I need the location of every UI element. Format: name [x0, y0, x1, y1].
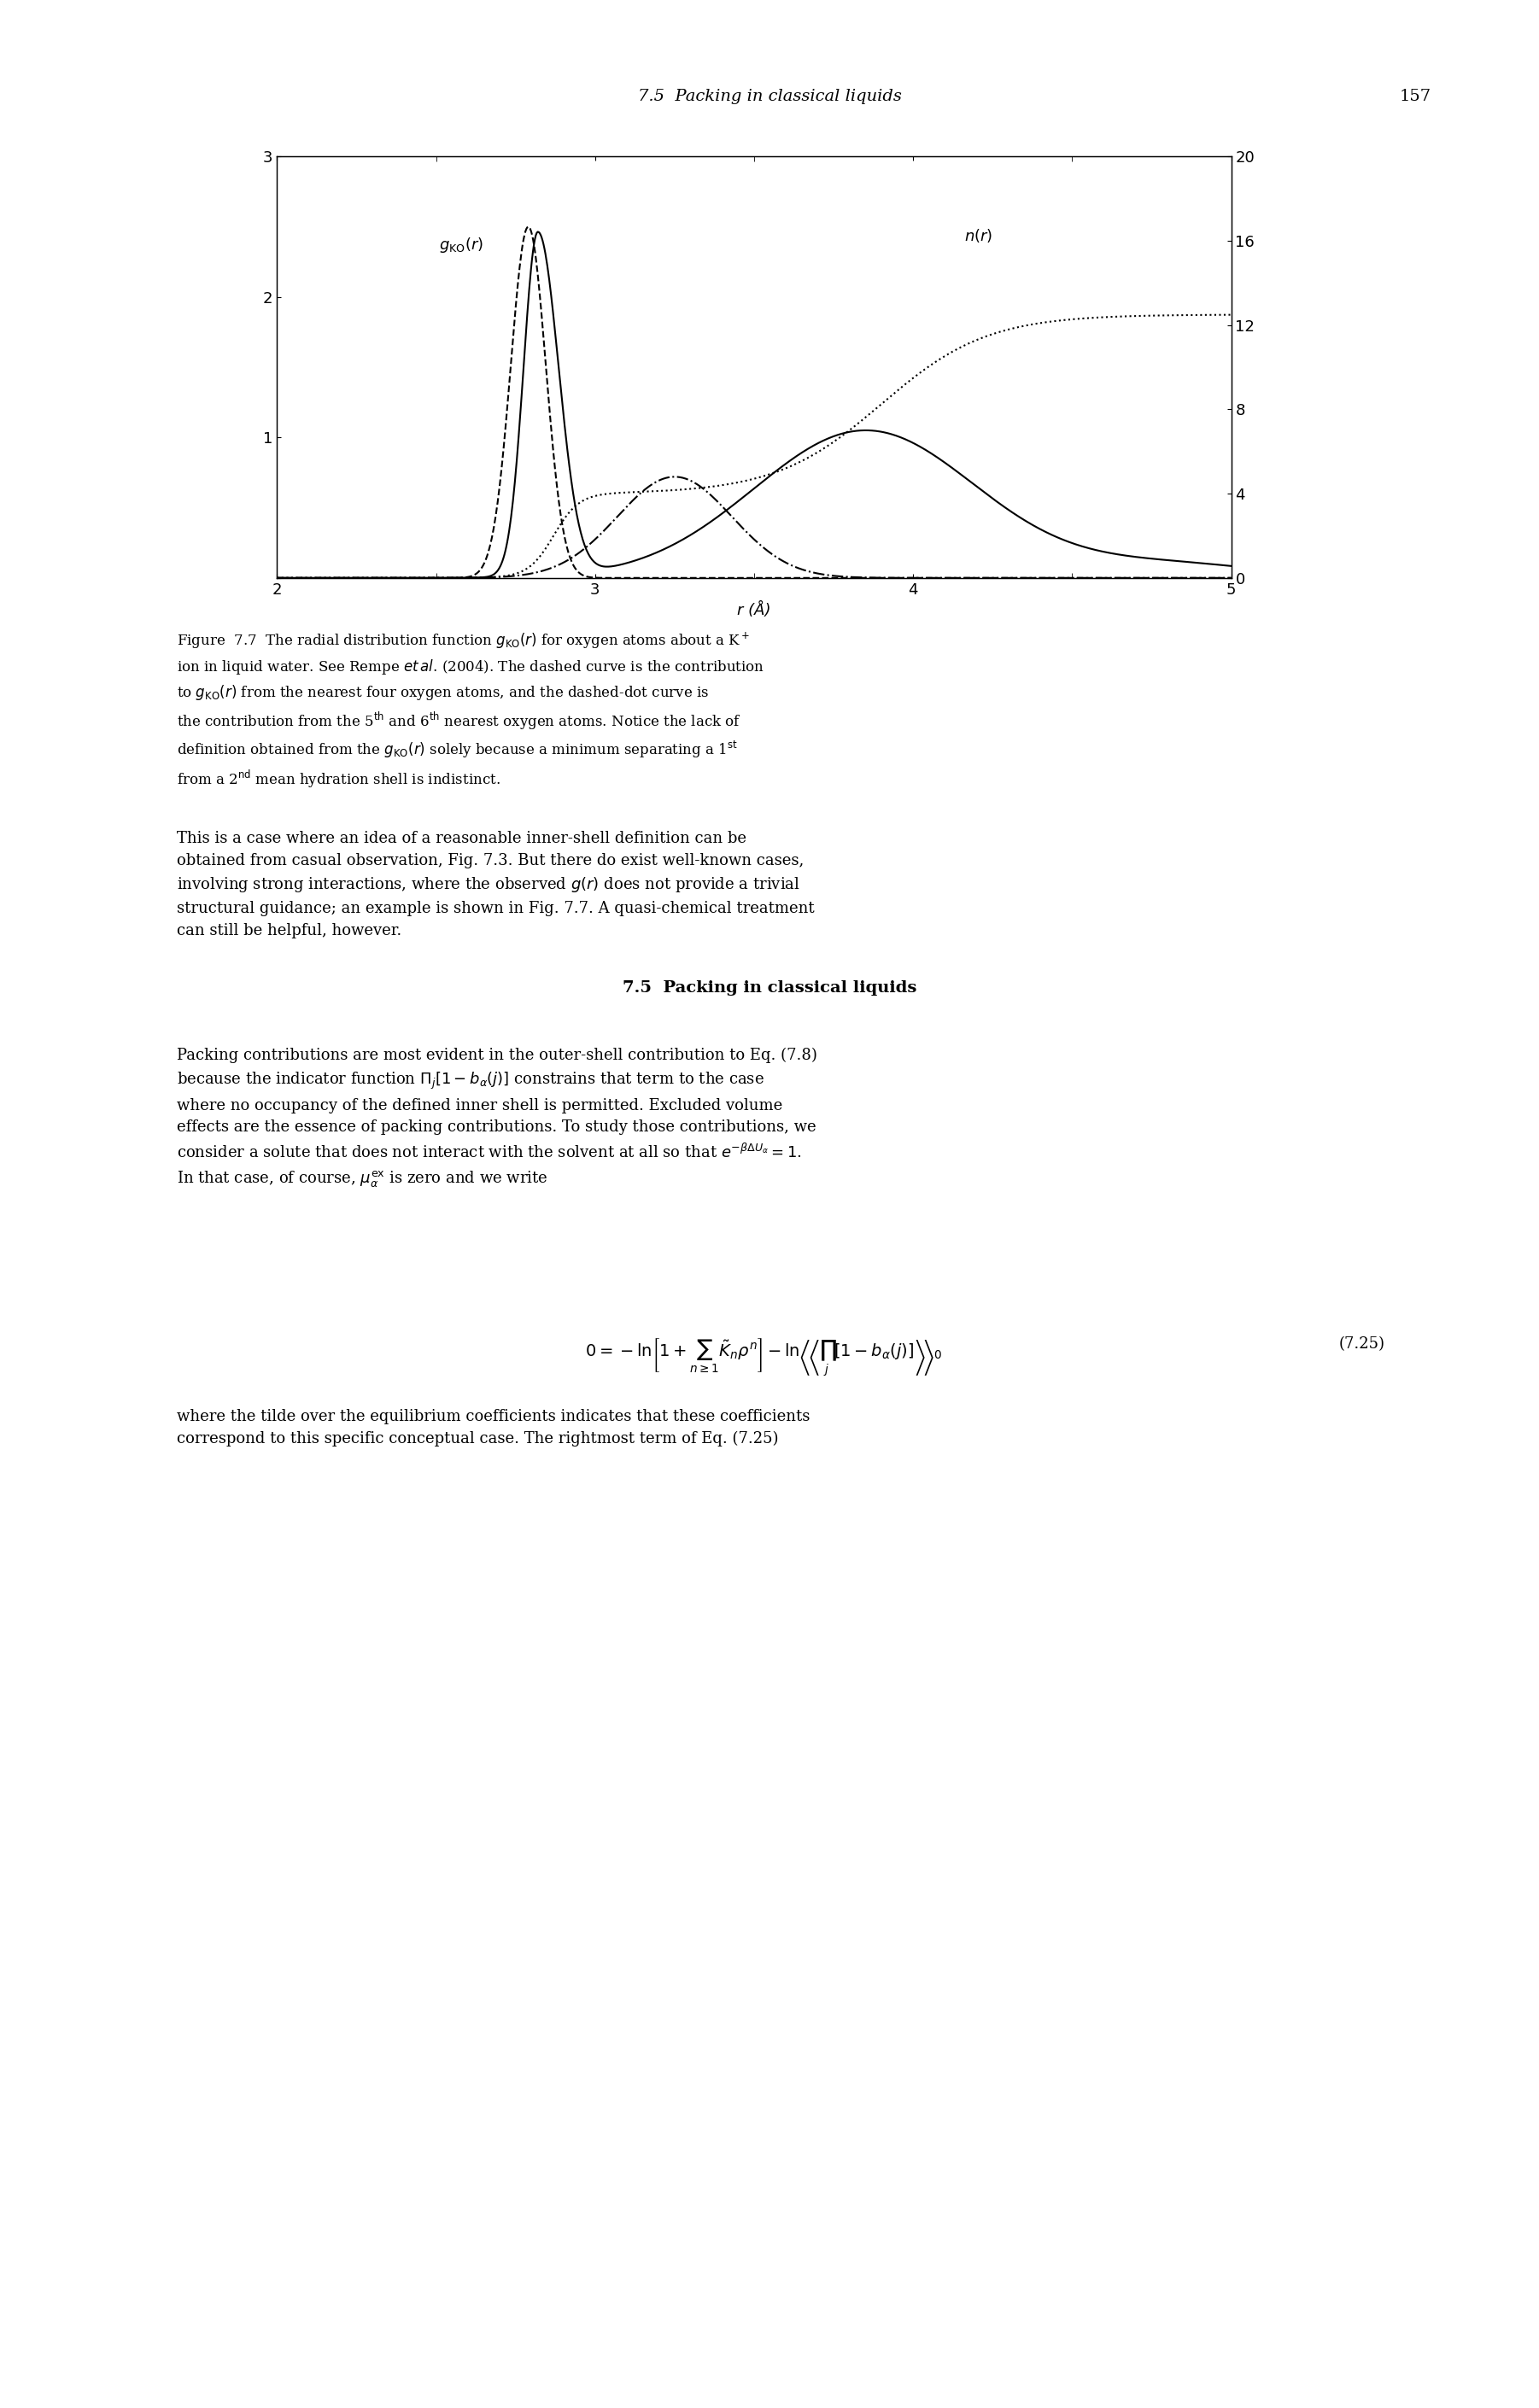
- Text: $0 = -\ln\!\left[1+\sum_{n\geq 1}\tilde{K}_n\rho^n\right] - \ln\!\left\langle\!\: $0 = -\ln\!\left[1+\sum_{n\geq 1}\tilde{…: [585, 1336, 942, 1377]
- Text: $g_{\rm KO}(r)$: $g_{\rm KO}(r)$: [439, 236, 483, 255]
- Text: 157: 157: [1399, 89, 1431, 104]
- Text: (7.25): (7.25): [1339, 1336, 1385, 1351]
- Text: This is a case where an idea of a reasonable inner-shell definition can be
obtai: This is a case where an idea of a reason…: [177, 831, 814, 939]
- Text: Figure  7.7  The radial distribution function $g_{\rm KO}(r)$ for oxygen atoms a: Figure 7.7 The radial distribution funct…: [177, 631, 765, 790]
- X-axis label: r (Å): r (Å): [737, 602, 771, 619]
- Text: $n(r)$: $n(r)$: [963, 226, 993, 243]
- Text: 7.5  Packing in classical liquids: 7.5 Packing in classical liquids: [622, 980, 917, 995]
- Text: Packing contributions are most evident in the outer-shell contribution to Eq. (7: Packing contributions are most evident i…: [177, 1047, 817, 1190]
- Text: 7.5  Packing in classical liquids: 7.5 Packing in classical liquids: [637, 89, 902, 104]
- Text: where the tilde over the equilibrium coefficients indicates that these coefficie: where the tilde over the equilibrium coe…: [177, 1409, 810, 1447]
